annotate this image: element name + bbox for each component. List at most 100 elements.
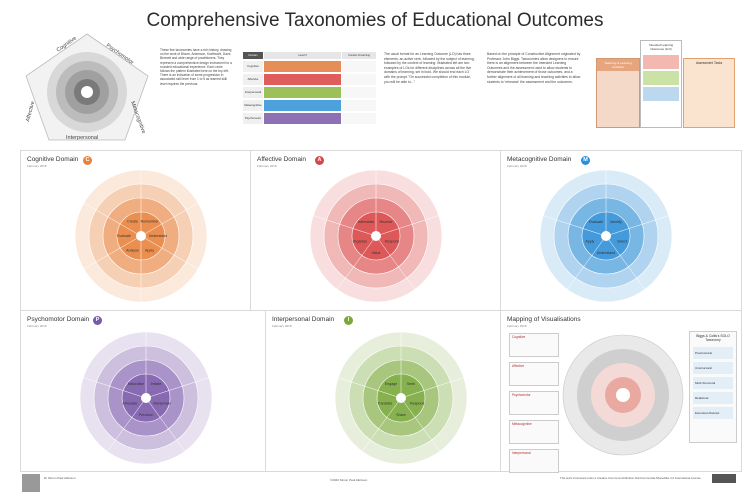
solo-item: Extended Abstract	[693, 407, 733, 419]
affective-badge: A	[315, 156, 324, 165]
mapping-box: Metacognitive	[509, 420, 559, 444]
outcome-header-context: Context of learning	[342, 52, 376, 59]
overview-label-interpersonal: Interpersonal	[66, 135, 98, 141]
psychomotor-level-label: Manipulate	[153, 401, 171, 405]
psychomotor-wheel: Imitate Manipulate Precision Articulate Natu…	[79, 331, 213, 465]
outcome-row-domain: Metacognitive	[243, 100, 263, 111]
metacognitive-wheel: Identify Select Understand Apply Evaluate	[539, 169, 673, 303]
cognitive-spoke	[140, 202, 199, 237]
mapping-date: February 2018	[507, 324, 527, 328]
interpersonal-panel: Interpersonal Domain February 2018 I See…	[265, 310, 502, 472]
outcome-row: Metacognitive	[243, 100, 376, 111]
mapping-panel: Mapping of Visualisations February 2018 …	[500, 310, 742, 473]
metacognitive-date: February 2018	[507, 164, 527, 168]
outcome-row-context	[342, 61, 376, 72]
affective-level-label: Receive	[380, 220, 393, 224]
cognitive-spoke	[83, 202, 142, 237]
usual-format-text: The usual format for an Learning Outcome…	[384, 52, 475, 84]
mapping-box: Interpersonal	[509, 449, 559, 473]
cognitive-level-label: Evaluate	[117, 234, 131, 238]
outcome-row-context	[342, 100, 376, 111]
outcome-row-level	[264, 61, 341, 72]
outcome-header-domain: Domain	[243, 52, 263, 59]
metacognitive-level-label: Apply	[585, 239, 594, 243]
psychomotor-spoke	[145, 397, 185, 452]
outcome-row-context	[342, 87, 376, 98]
psychomotor-title: Psychomotor Domain	[27, 316, 90, 323]
outcome-row-domain: Interpersonal	[243, 87, 263, 98]
interpersonal-date: February 2018	[272, 324, 292, 328]
interpersonal-wheel: Seek Respond Share Translate Engage	[334, 331, 468, 465]
outcome-row-level	[264, 87, 341, 98]
outcome-row-context	[342, 113, 376, 124]
interpersonal-level-label: Respond	[410, 401, 424, 405]
outcome-row-context	[342, 74, 376, 85]
affective-wheel: Receive Respond Value Organise Internalise	[309, 169, 443, 303]
solo-item: Relational	[693, 392, 733, 404]
affective-panel: Affective Domain February 2018 A Receive…	[250, 150, 502, 312]
metacognitive-level-label: Identify	[610, 220, 622, 224]
outcome-row-domain: Affective	[243, 74, 263, 85]
metacognitive-spoke	[543, 215, 607, 237]
solo-taxonomy-box: Biggs & Collis's SOLO Taxonomy Prestruct…	[689, 331, 737, 443]
cognitive-level-label: Remember	[141, 219, 160, 223]
outcome-row: Interpersonal	[243, 87, 376, 98]
psychomotor-level-label: Naturalise	[128, 382, 144, 386]
interpersonal-spoke	[362, 397, 402, 452]
affective-level-label: Internalise	[358, 220, 375, 224]
footer-center: ©2020 Simon Paul Atkinson	[330, 478, 368, 482]
cc-license-badge	[712, 474, 736, 483]
affective-spoke	[375, 235, 415, 290]
interpersonal-level-label: Seek	[407, 382, 415, 386]
mapping-box: Cognitive	[509, 333, 559, 357]
footer-author: Dr Simon Paul Atkinson	[44, 476, 76, 480]
psychomotor-panel: Psychomotor Domain February 2018 P Imita…	[20, 310, 267, 472]
psychomotor-spoke	[145, 377, 209, 399]
affective-title: Affective Domain	[257, 156, 307, 163]
psychomotor-center	[141, 393, 151, 403]
cognitive-level-label: Analyse	[126, 249, 139, 253]
outcome-row: Affective	[243, 74, 376, 85]
overview-description: These five taxonomies have a rich histor…	[160, 48, 232, 86]
metacognitive-spoke	[605, 235, 645, 290]
cognitive-spoke	[140, 235, 199, 270]
solo-item: Unistructural	[693, 362, 733, 374]
psychomotor-level-label: Precision	[139, 413, 154, 417]
outcome-table: Domain Level 3 Context of learning Cogni…	[243, 52, 376, 126]
outcome-row: Cognitive	[243, 61, 376, 72]
cognitive-wheel: Remember Understand Apply Analyse Evaluate Cr…	[74, 169, 208, 303]
page-title: Comprehensive Taxonomies of Educational …	[146, 10, 604, 31]
metacognitive-level-label: Select	[617, 239, 627, 243]
solo-item: Multi-Structural	[693, 377, 733, 389]
affective-level-label: Value	[372, 251, 381, 255]
mapping-box: Psychomotor	[509, 391, 559, 415]
metacognitive-panel: Metacognitive Domain February 2018 M Ide…	[500, 150, 742, 312]
cognitive-center	[136, 231, 146, 241]
teaching-activities-box: Teaching & Learning Activities	[596, 58, 640, 128]
outcome-header-levels: Level 3	[264, 52, 341, 59]
footer-license: This work is licensed under a Creative C…	[560, 476, 702, 480]
interpersonal-center	[396, 393, 406, 403]
psychomotor-badge: P	[93, 316, 102, 325]
affective-spoke	[337, 235, 377, 290]
psychomotor-date: February 2018	[27, 324, 47, 328]
interpersonal-level-label: Share	[396, 413, 406, 417]
overview-diagram: Cognitive Psychomotor Affective Metacogn…	[25, 33, 149, 141]
cognitive-panel: Cognitive Domain February 2018 C Remembe…	[20, 150, 252, 312]
cognitive-date: February 2018	[27, 164, 47, 168]
mapping-wheel	[562, 334, 684, 456]
interpersonal-spoke	[338, 377, 402, 399]
cognitive-level-label: Create	[127, 219, 138, 223]
interpersonal-badge: I	[344, 316, 353, 325]
metacognitive-level-label: Understand	[597, 251, 616, 255]
ilo-box: Intended Learning Outcomes (ILO)	[640, 40, 682, 128]
outcome-row-domain: Psychomotor	[243, 113, 263, 124]
metacognitive-title: Metacognitive Domain	[507, 156, 572, 163]
psychomotor-level-label: Imitate	[151, 382, 162, 386]
mapping-title: Mapping of Visualisations	[507, 316, 581, 323]
interpersonal-title: Interpersonal Domain	[272, 316, 335, 323]
metacognitive-spoke	[567, 235, 607, 290]
psychomotor-spoke	[107, 397, 147, 452]
cognitive-level-label: Understand	[149, 234, 168, 238]
mapping-box: Affective	[509, 362, 559, 386]
